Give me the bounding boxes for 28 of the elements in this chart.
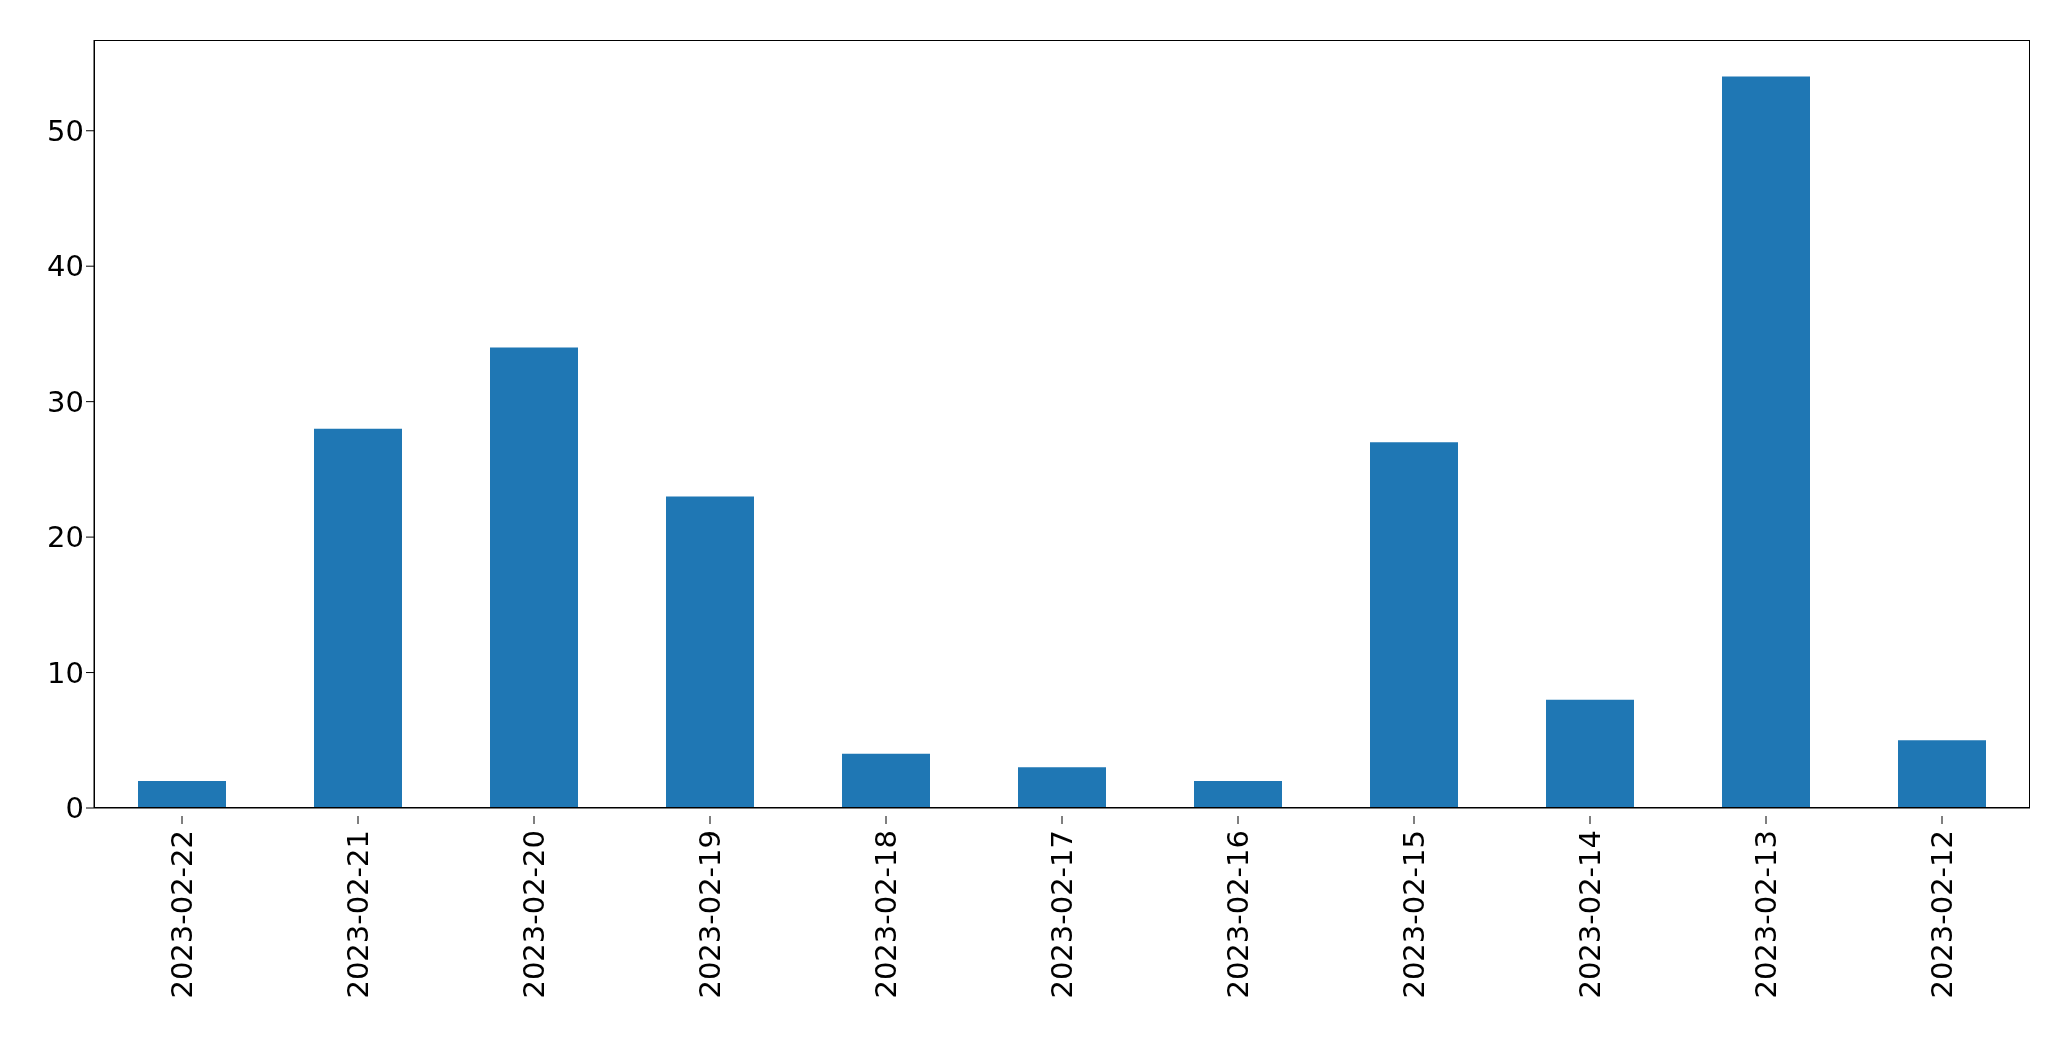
bar [490, 347, 578, 808]
x-tick-label: 2023-02-22 [165, 830, 199, 999]
y-tick-label: 10 [47, 655, 84, 690]
y-tick-label: 40 [47, 249, 84, 284]
bar [666, 496, 754, 808]
bar [1898, 740, 1986, 808]
x-tick-label: 2023-02-19 [693, 830, 727, 999]
bar [314, 428, 402, 808]
x-tick-label: 2023-02-20 [517, 830, 551, 999]
bar [138, 780, 226, 808]
y-tick-label: 20 [47, 520, 84, 555]
bar [842, 753, 930, 808]
y-tick-label: 30 [47, 384, 84, 419]
x-tick-label: 2023-02-14 [1573, 830, 1607, 999]
x-tick-label: 2023-02-17 [1045, 830, 1079, 999]
bar [1546, 699, 1634, 808]
y-tick-label: 0 [65, 791, 84, 826]
bar [1370, 442, 1458, 808]
x-tick-label: 2023-02-13 [1749, 830, 1783, 999]
x-tick-label: 2023-02-16 [1221, 830, 1255, 999]
x-tick-label: 2023-02-18 [869, 830, 903, 999]
bar [1194, 780, 1282, 808]
bar [1722, 76, 1810, 808]
x-tick-label: 2023-02-21 [341, 830, 375, 999]
x-tick-label: 2023-02-12 [1925, 830, 1959, 999]
y-tick-label: 50 [47, 114, 84, 149]
bar [1018, 767, 1106, 808]
x-tick-label: 2023-02-15 [1397, 830, 1431, 999]
